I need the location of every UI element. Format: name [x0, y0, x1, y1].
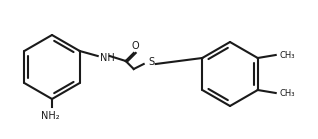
Text: CH₃: CH₃	[280, 50, 295, 59]
Text: S: S	[149, 57, 155, 67]
Text: NH: NH	[100, 53, 114, 63]
Text: CH₃: CH₃	[280, 89, 295, 97]
Text: O: O	[132, 41, 140, 51]
Text: NH₂: NH₂	[41, 111, 59, 121]
